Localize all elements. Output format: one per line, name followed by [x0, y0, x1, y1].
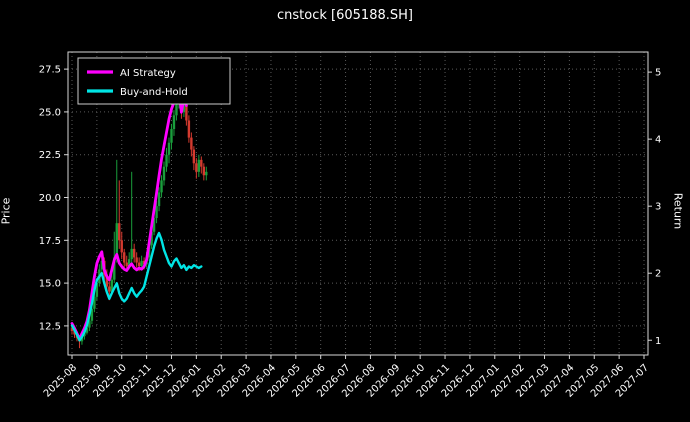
price-tick-label: 20.0	[39, 193, 61, 204]
price-tick-label: 12.5	[39, 321, 61, 332]
price-tick-label: 25.0	[39, 107, 61, 118]
chart-title: cnstock [605188.SH]	[277, 8, 413, 23]
line-series-buy-and-hold	[70, 231, 203, 342]
legend-entry-label: AI Strategy	[120, 68, 176, 79]
price-tick-label: 27.5	[39, 65, 61, 76]
return-tick-label: 5	[655, 68, 661, 79]
line-series-ai-strategy	[70, 89, 188, 341]
x-axis-ticks: 2025-082025-092025-102025-112025-122026-…	[42, 355, 651, 400]
plot-border	[67, 51, 649, 356]
legend-box	[77, 57, 231, 105]
return-tick-label: 1	[655, 336, 661, 347]
legend: AI Strategy Buy-and-Hold	[77, 57, 231, 105]
price-tick-label: 17.5	[39, 236, 61, 247]
price-axis-ticks: 12.5 15.0 17.5 20.0 22.5 25.0 27.5	[39, 65, 68, 332]
return-axis-ticks: 1 2 3 4 5	[648, 68, 661, 347]
price-tick-label: 15.0	[39, 279, 61, 290]
return-tick-label: 4	[655, 135, 661, 146]
return-tick-label: 3	[655, 202, 661, 213]
price-tick-label: 22.5	[39, 150, 61, 161]
legend-entry-label: Buy-and-Hold	[120, 87, 188, 98]
return-tick-label: 2	[655, 269, 661, 280]
